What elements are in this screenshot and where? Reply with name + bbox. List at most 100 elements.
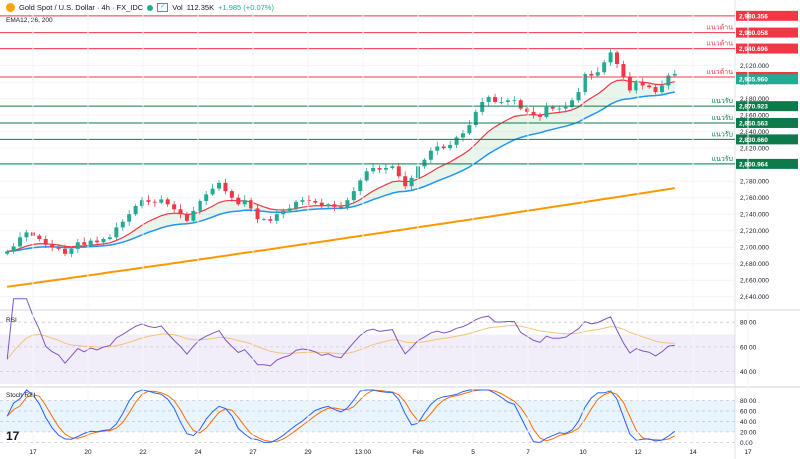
candle bbox=[647, 83, 652, 89]
candle bbox=[24, 229, 29, 242]
candle-body bbox=[152, 201, 157, 203]
candle-body bbox=[242, 200, 247, 205]
ema200-line bbox=[7, 187, 675, 288]
candle bbox=[133, 204, 138, 216]
candle bbox=[595, 67, 600, 78]
candle-body bbox=[217, 182, 222, 189]
candle bbox=[11, 243, 16, 254]
candle bbox=[5, 249, 10, 256]
candle bbox=[294, 200, 299, 211]
level-price-label: 2,850.563 bbox=[739, 120, 768, 127]
candle-body bbox=[364, 171, 369, 181]
x-tick-label: 17 bbox=[29, 449, 37, 456]
candle-body bbox=[88, 240, 93, 245]
candle bbox=[62, 244, 67, 257]
candle-body bbox=[255, 208, 260, 220]
candle-body bbox=[172, 204, 177, 210]
candle bbox=[306, 195, 311, 206]
candle-body bbox=[268, 219, 273, 221]
candle bbox=[217, 180, 222, 192]
candle bbox=[242, 195, 247, 207]
candle bbox=[441, 144, 446, 150]
stoch-d-line bbox=[6, 389, 676, 443]
candle-body bbox=[647, 85, 652, 88]
candle-body bbox=[50, 244, 55, 248]
candle bbox=[223, 178, 228, 195]
candle bbox=[236, 194, 241, 206]
y-tick-label: 2,760.000 bbox=[740, 195, 769, 202]
level-price-label: 2,800.964 bbox=[739, 161, 768, 168]
x-tick-label: 29 bbox=[304, 449, 312, 456]
candle-body bbox=[544, 106, 549, 117]
ema-indicator-label[interactable]: EMA12, 26, 200 bbox=[6, 17, 53, 24]
candle bbox=[82, 237, 87, 247]
level-price-label: 2,940.696 bbox=[739, 46, 768, 53]
level-price-tag bbox=[736, 117, 798, 128]
candle-body bbox=[306, 200, 311, 202]
x-tick-label: 22 bbox=[139, 449, 147, 456]
x-tick-label: 12 bbox=[634, 449, 642, 456]
stoch-band bbox=[0, 400, 735, 432]
candle-body bbox=[326, 204, 331, 206]
candle-body bbox=[602, 62, 607, 73]
candle-body bbox=[653, 87, 658, 93]
level-price-label: 2,870.923 bbox=[739, 104, 768, 111]
level-price-tag bbox=[736, 10, 798, 21]
candle-body bbox=[300, 200, 305, 202]
candle bbox=[608, 48, 613, 66]
candle bbox=[563, 101, 568, 113]
candle bbox=[627, 72, 632, 93]
x-tick-label: 14 bbox=[689, 449, 697, 456]
candle-body bbox=[223, 182, 228, 192]
level-tag-label: แนวรับ bbox=[712, 97, 733, 105]
candle-body bbox=[114, 227, 119, 238]
symbol-title[interactable]: Gold Spot / U.S. Dollar · 4h · FX_IDC bbox=[19, 3, 144, 12]
candle-body bbox=[313, 201, 318, 203]
candle bbox=[43, 235, 48, 249]
candle bbox=[576, 87, 581, 103]
y-tick-label: 2,920.000 bbox=[740, 63, 769, 70]
candle bbox=[210, 183, 215, 197]
candle bbox=[172, 201, 177, 213]
candle bbox=[403, 171, 408, 190]
level-price-tag bbox=[736, 27, 798, 38]
candle bbox=[159, 195, 164, 205]
candle-body bbox=[428, 150, 433, 160]
candle bbox=[281, 208, 286, 219]
candle-body bbox=[351, 191, 356, 201]
candle-body bbox=[107, 237, 112, 239]
candle-body bbox=[197, 201, 202, 211]
x-tick-label: 10 bbox=[579, 449, 587, 456]
candle bbox=[261, 217, 266, 221]
candle bbox=[255, 204, 260, 224]
level-price-label: 2,980.356 bbox=[739, 13, 768, 20]
candle bbox=[287, 204, 292, 213]
candle-body bbox=[563, 106, 568, 109]
y-tick-label: 2,720.000 bbox=[740, 228, 769, 235]
candle-body bbox=[557, 108, 562, 110]
candle-body bbox=[390, 166, 395, 168]
rsi-title: RSI bbox=[6, 317, 17, 324]
candle-body bbox=[332, 204, 337, 207]
y-tick-label: 2,780.000 bbox=[740, 179, 769, 186]
candle-body bbox=[204, 194, 209, 202]
candle-body bbox=[165, 199, 170, 205]
candle-body bbox=[608, 52, 613, 63]
candle-body bbox=[570, 100, 575, 107]
candle bbox=[95, 236, 100, 246]
candle-body bbox=[339, 206, 343, 208]
candle bbox=[499, 97, 504, 105]
candle bbox=[326, 202, 331, 210]
tradingview-logo[interactable]: 17 bbox=[6, 429, 20, 443]
candle-body bbox=[409, 177, 414, 187]
candle bbox=[615, 50, 620, 69]
candle-body bbox=[140, 200, 144, 206]
candle bbox=[249, 197, 254, 212]
candle-body bbox=[672, 73, 677, 76]
chart-header: Gold Spot / U.S. Dollar · 4h · FX_IDC ✓ … bbox=[6, 3, 274, 12]
candle bbox=[319, 198, 324, 209]
candle-body bbox=[454, 137, 459, 145]
candle bbox=[544, 102, 549, 119]
y-tick-label: 2,640.000 bbox=[740, 294, 769, 301]
